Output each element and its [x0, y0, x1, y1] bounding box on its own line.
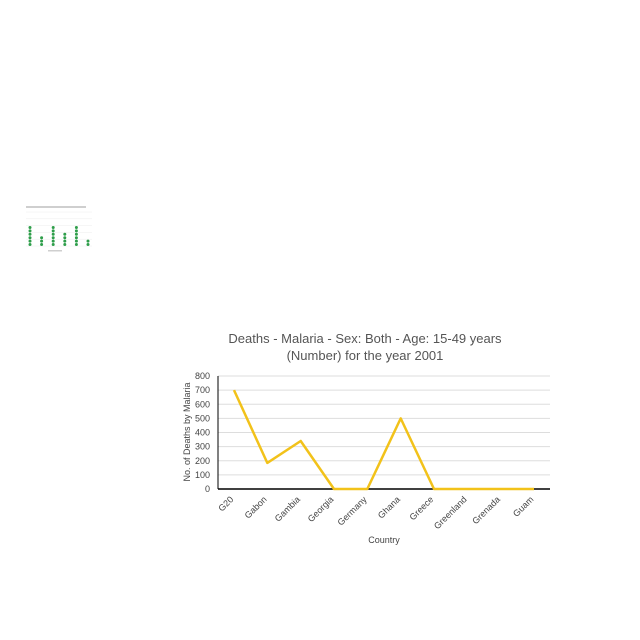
thumbnail-point	[28, 239, 32, 243]
x-tick-label: Greenland	[432, 494, 469, 531]
thumbnail-point	[40, 236, 44, 240]
y-gridlines	[218, 375, 550, 476]
thumbnail-axis-label-bar	[48, 250, 62, 252]
thumbnail-point	[86, 239, 90, 243]
thumbnail-point	[28, 232, 32, 236]
y-tick-label: 400	[195, 428, 210, 438]
thumbnail-point	[63, 236, 67, 240]
series-line-deaths	[232, 389, 534, 491]
thumbnail-point	[74, 243, 78, 246]
thumbnail-title-bar	[26, 206, 86, 208]
x-tick-label: Greece	[407, 494, 435, 522]
chart-title-line-2: (Number) for the year 2001	[287, 348, 444, 363]
y-tick-labels: 0 100 200 300 400 500 600 700 800	[195, 371, 210, 494]
x-tick-label: Grenada	[470, 494, 502, 526]
thumbnail-point	[51, 229, 55, 233]
x-tick-label: Germany	[336, 494, 370, 528]
y-tick-label: 500	[195, 413, 210, 423]
thumbnail-point	[28, 226, 32, 229]
thumbnail-point	[74, 236, 78, 240]
thumbnail-point	[74, 226, 78, 229]
y-tick-label: 800	[195, 371, 210, 381]
y-tick-label: 0	[205, 484, 210, 494]
y-tick-label: 700	[195, 385, 210, 395]
x-tick-label: Gambia	[273, 494, 302, 523]
y-tick-label: 200	[195, 456, 210, 466]
thumbnail-point	[28, 243, 32, 246]
thumbnail-gridlines	[26, 211, 92, 247]
thumbnail-point	[51, 232, 55, 236]
thumbnail-point	[74, 232, 78, 236]
x-tick-label: Gabon	[243, 494, 269, 520]
thumbnail-point	[63, 239, 67, 243]
x-tick-labels: G20 Gabon Gambia Georgia Germany Ghana GreeceG…	[216, 494, 535, 531]
thumbnail-point	[40, 239, 44, 243]
y-tick-label: 300	[195, 442, 210, 452]
thumbnail-point	[51, 226, 55, 229]
x-tick-label: Guam	[511, 494, 535, 518]
thumbnail-point	[28, 236, 32, 240]
thumbnail-point	[51, 239, 55, 243]
y-axis-label: No. of Deaths by Malaria	[182, 382, 192, 481]
thumbnail-point	[28, 229, 32, 233]
thumbnail-points	[28, 226, 90, 246]
x-tick-label: Georgia	[306, 494, 336, 524]
y-tick-label: 100	[195, 470, 210, 480]
thumbnail-point	[86, 243, 90, 246]
y-tick-label: 600	[195, 399, 210, 409]
thumbnail-point	[63, 243, 67, 246]
thumbnail-point	[74, 239, 78, 243]
chart-title-line-1: Deaths - Malaria - Sex: Both - Age: 15-4…	[228, 331, 502, 346]
thumbnail-point	[63, 232, 67, 236]
thumbnail-point	[51, 236, 55, 240]
thumbnail-point	[74, 229, 78, 233]
thumbnail-point	[40, 243, 44, 246]
thumbnail-chart	[26, 206, 92, 252]
thumbnail-point	[51, 243, 55, 246]
x-tick-label: G20	[216, 494, 235, 513]
x-axis-label: Country	[368, 535, 400, 545]
x-tick-label: Ghana	[376, 494, 402, 520]
